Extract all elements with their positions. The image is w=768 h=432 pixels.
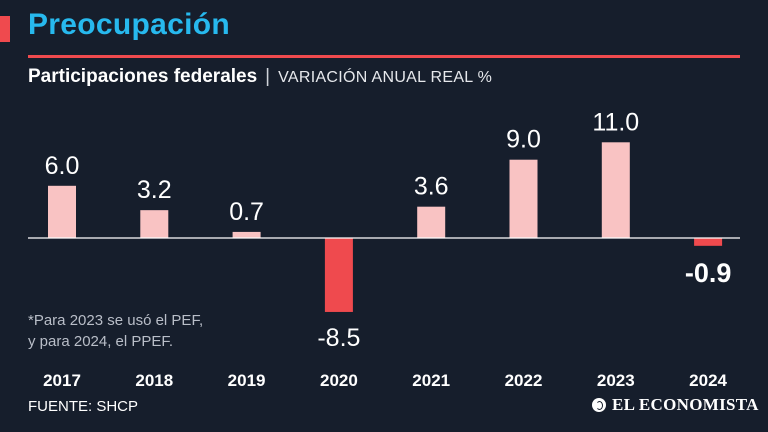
- title-accent-mark: [0, 16, 10, 42]
- bar-2017: [48, 185, 76, 238]
- data-label-2022: 9.0: [506, 126, 541, 154]
- chart-footnote: *Para 2023 se usó el PEF, y para 2024, e…: [28, 310, 203, 352]
- bar-2023: [601, 142, 630, 238]
- x-tick-label-2023: 2023: [597, 371, 635, 390]
- source-note: FUENTE: SHCP: [28, 398, 139, 415]
- chart-subtitle: Participaciones federales | VARIACIÓN ANUA…: [28, 66, 492, 88]
- bar-2021: [417, 206, 446, 238]
- x-tick-label-2021: 2021: [412, 371, 450, 390]
- page-title: Preocupación: [28, 8, 230, 41]
- data-label-2024: -0.9: [685, 258, 732, 288]
- data-label-2020: -8.5: [317, 324, 360, 352]
- footnote-line-1: *Para 2023 se usó el PEF,: [28, 312, 204, 329]
- bar-2024: [694, 238, 723, 246]
- bar-2018: [140, 210, 169, 238]
- data-label-2023: 11.0: [592, 108, 639, 136]
- x-tick-label-2019: 2019: [228, 371, 266, 390]
- bar-2019: [232, 231, 261, 238]
- x-tick-label-2022: 2022: [505, 371, 543, 390]
- brand-name: EL ECONOMISTA: [612, 395, 759, 414]
- data-label-2021: 3.6: [414, 173, 449, 201]
- data-label-2019: 0.7: [229, 198, 264, 226]
- subtitle-main: Participaciones federales: [28, 66, 258, 87]
- data-label-2017: 6.0: [45, 152, 80, 180]
- title-divider: [28, 55, 740, 58]
- x-tick-label-2018: 2018: [135, 371, 173, 390]
- data-label-2018: 3.2: [137, 176, 172, 204]
- footnote-line-2: y para 2024, el PPEF.: [28, 333, 174, 350]
- subtitle-unit: VARIACIÓN ANUAL REAL %: [278, 69, 493, 86]
- brand-logo: EL ECONOMISTA: [592, 395, 759, 415]
- brand-logo-icon: [592, 398, 606, 412]
- x-tick-label-2017: 2017: [43, 371, 81, 390]
- subtitle-separator: |: [265, 66, 271, 87]
- x-tick-label-2020: 2020: [320, 371, 358, 390]
- bar-2022: [509, 159, 538, 238]
- bar-2020: [324, 238, 353, 312]
- x-tick-label-2024: 2024: [689, 371, 727, 390]
